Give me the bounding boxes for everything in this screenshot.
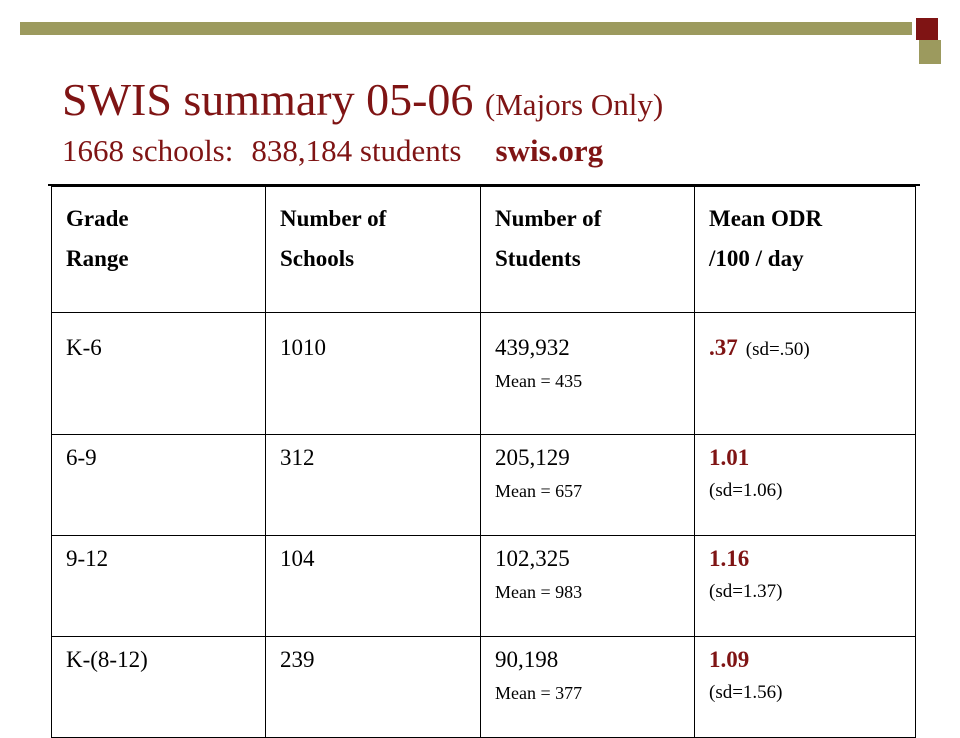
odr-sd: (sd=.50) (745, 339, 810, 360)
cell-odr: .37 (sd=.50) (694, 312, 916, 435)
olive-square-accent (919, 40, 941, 64)
header-number-of-schools: Number of Schools (265, 186, 481, 313)
cell-students: 439,932 Mean = 435 (480, 312, 695, 435)
title-students: 838,184 students (251, 133, 462, 168)
odr-value: 1.09 (709, 647, 750, 672)
table-row: K-(8-12) 239 90,198 Mean = 377 1.09 (sd=… (51, 636, 916, 738)
students-total: 439,932 (495, 335, 570, 360)
table-row: 9-12 104 102,325 Mean = 983 1.16 (sd=1.3… (51, 535, 916, 637)
title-main: SWIS summary 05-06 (62, 74, 474, 125)
odr-value: 1.01 (709, 445, 750, 470)
cell-students: 90,198 Mean = 377 (480, 636, 695, 738)
cell-grade: 6-9 (51, 434, 266, 536)
students-total: 205,129 (495, 445, 570, 470)
cell-schools: 312 (265, 434, 481, 536)
students-mean: Mean = 377 (495, 683, 583, 703)
odr-value: 1.16 (709, 546, 750, 571)
odr-sd: (sd=1.06) (709, 480, 783, 501)
cell-grade: K-(8-12) (51, 636, 266, 738)
title-line-1: SWIS summary 05-06 (Majors Only) (62, 74, 663, 131)
cell-schools: 104 (265, 535, 481, 637)
top-decorative-bar (20, 18, 938, 40)
title-line-2: 1668 schools: 838,184 students swis.org (62, 131, 663, 171)
cell-schools: 1010 (265, 312, 481, 435)
title-qualifier: (Majors Only) (484, 87, 664, 122)
students-mean: Mean = 983 (495, 582, 583, 602)
cell-grade: 9-12 (51, 535, 266, 637)
summary-table: Grade Range Number of Schools Number of … (51, 186, 916, 738)
cell-odr: 1.09 (sd=1.56) (694, 636, 916, 738)
title-schools: 1668 schools: (62, 133, 234, 168)
cell-grade: K-6 (51, 312, 266, 435)
cell-schools: 239 (265, 636, 481, 738)
students-total: 102,325 (495, 546, 570, 571)
students-total: 90,198 (495, 647, 559, 672)
odr-sd: (sd=1.37) (709, 581, 783, 602)
students-mean: Mean = 657 (495, 481, 583, 501)
olive-band (20, 22, 912, 35)
cell-students: 205,129 Mean = 657 (480, 434, 695, 536)
table-header-row: Grade Range Number of Schools Number of … (51, 186, 916, 313)
header-grade-range: Grade Range (51, 186, 266, 313)
header-number-of-students: Number of Students (480, 186, 695, 313)
table-row: K-6 1010 439,932 Mean = 435 .37 (sd=.50) (51, 312, 916, 435)
red-square-accent (916, 18, 938, 40)
header-mean-odr: Mean ODR /100 / day (694, 186, 916, 313)
odr-value: .37 (709, 335, 738, 360)
table-row: 6-9 312 205,129 Mean = 657 1.01 (sd=1.06… (51, 434, 916, 536)
slide-title: SWIS summary 05-06 (Majors Only) 1668 sc… (62, 74, 663, 171)
title-divider (48, 184, 920, 186)
cell-students: 102,325 Mean = 983 (480, 535, 695, 637)
odr-sd: (sd=1.56) (709, 682, 783, 703)
students-mean: Mean = 435 (495, 371, 583, 391)
title-site: swis.org (495, 133, 604, 168)
cell-odr: 1.01 (sd=1.06) (694, 434, 916, 536)
cell-odr: 1.16 (sd=1.37) (694, 535, 916, 637)
